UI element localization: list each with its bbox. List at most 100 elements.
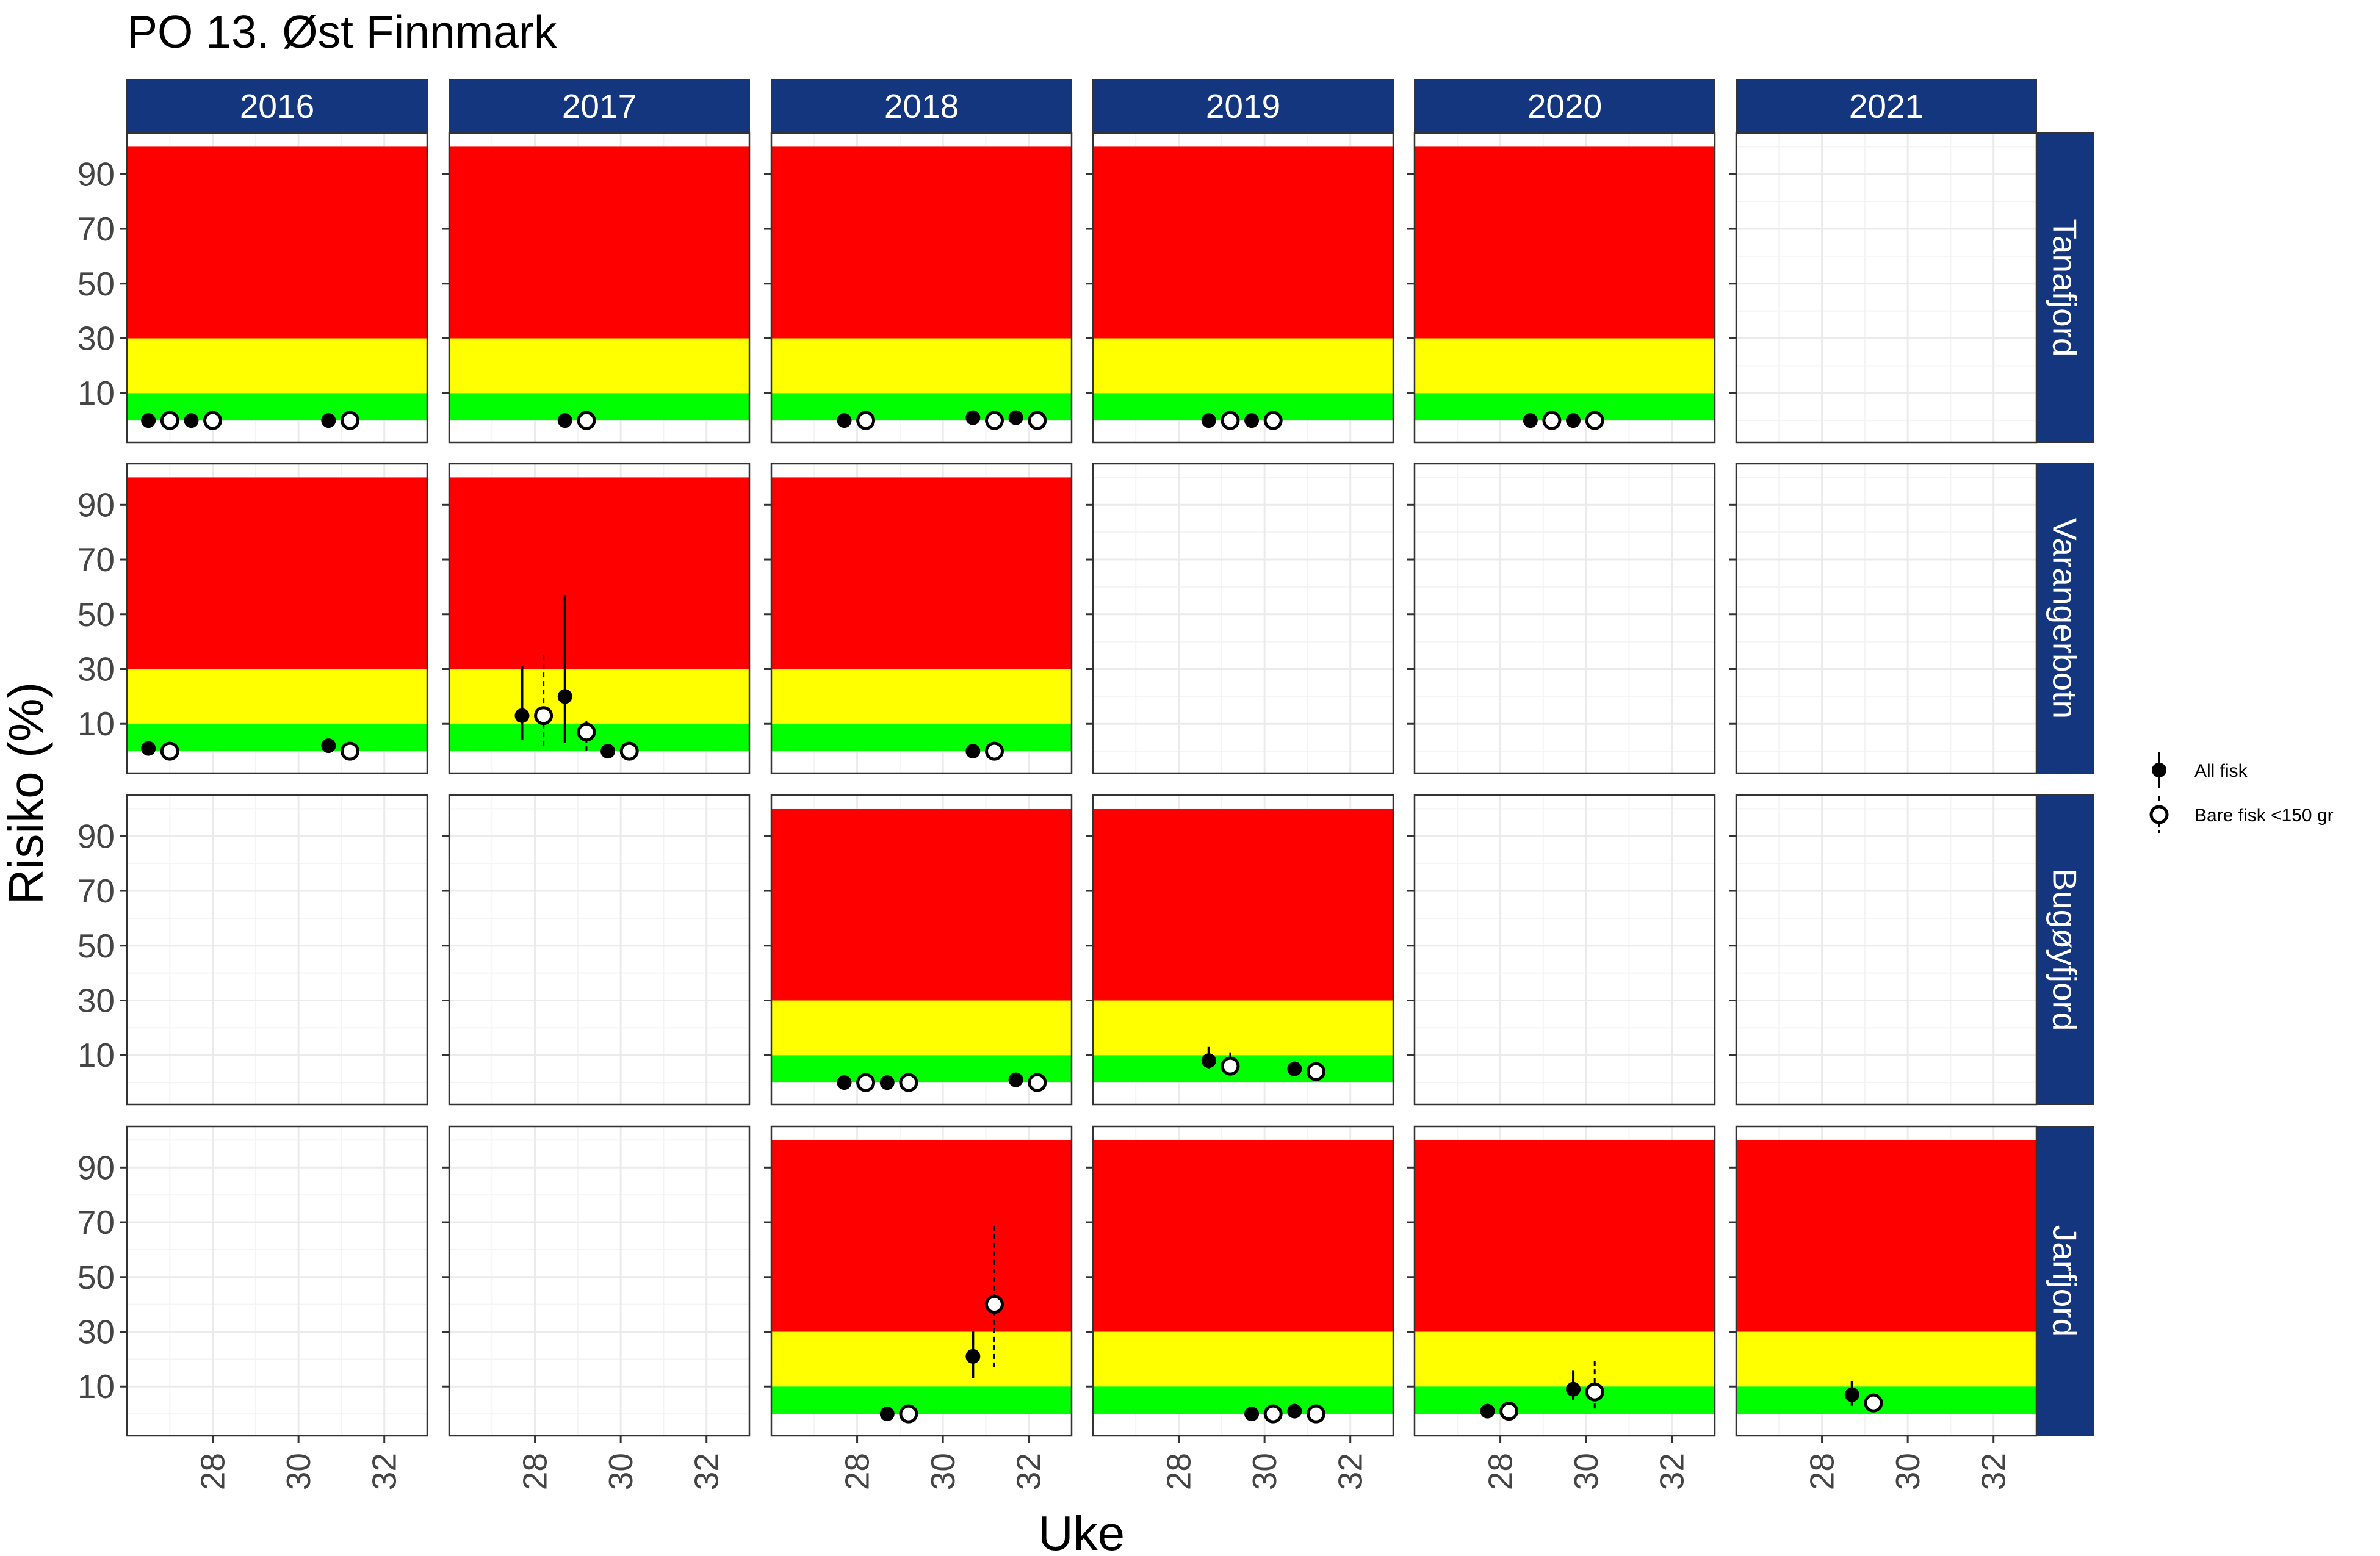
point-all-fisk bbox=[1844, 1387, 1859, 1402]
point-bare-fisk bbox=[1499, 1402, 1519, 1421]
x-tick-label: 30 bbox=[1246, 1453, 1283, 1490]
panel-background bbox=[1415, 464, 1715, 773]
x-tick-label: 30 bbox=[602, 1453, 640, 1490]
point-bare-fisk bbox=[577, 722, 596, 742]
y-tick-label: 90 bbox=[78, 155, 115, 193]
point-all-fisk bbox=[1244, 1407, 1260, 1422]
y-tick-label: 10 bbox=[78, 705, 115, 743]
y-tick-label: 70 bbox=[78, 541, 115, 578]
panel-bugoyfjord-2017 bbox=[442, 794, 751, 1106]
point-all-fisk bbox=[1008, 1072, 1023, 1087]
panel-border bbox=[1413, 132, 1716, 444]
y-tick-label: 30 bbox=[78, 650, 115, 688]
panel-tanafjord-2018 bbox=[764, 132, 1073, 444]
strip-label-2019: 2019 bbox=[1206, 87, 1280, 125]
panel-varangerbotn-2017 bbox=[442, 463, 751, 774]
y-tick-label: 10 bbox=[78, 1036, 115, 1074]
panel-border bbox=[126, 132, 428, 444]
risk-band-green bbox=[1736, 1386, 2036, 1414]
y-tick-label: 10 bbox=[78, 374, 115, 412]
x-tick-label: 32 bbox=[1332, 1453, 1369, 1490]
panel-bugoyfjord-2020 bbox=[1407, 794, 1716, 1106]
risk-band-yellow bbox=[1093, 1331, 1393, 1387]
panel-bugoyfjord-2018 bbox=[764, 794, 1073, 1106]
risk-band-yellow bbox=[771, 338, 1072, 394]
x-tick-label: 32 bbox=[1975, 1453, 2013, 1490]
point-all-fisk bbox=[1201, 1053, 1216, 1068]
risk-band-yellow bbox=[771, 1331, 1072, 1387]
risk-band-green bbox=[771, 1055, 1072, 1083]
panel-varangerbotn-2019 bbox=[1086, 463, 1394, 774]
point-bare-fisk bbox=[160, 411, 179, 430]
point-bare-fisk bbox=[1028, 411, 1047, 430]
strip-2016 bbox=[126, 79, 428, 134]
point-bare-fisk bbox=[984, 411, 1004, 430]
risk-band-red bbox=[127, 477, 427, 669]
strip-label-2017: 2017 bbox=[562, 87, 636, 125]
panel-tanafjord-2020 bbox=[1407, 132, 1716, 444]
panel-bugoyfjord-2021 bbox=[1729, 794, 2038, 1106]
y-tick-label: 90 bbox=[78, 1148, 115, 1186]
panel-jarfjord-2020: 28 30 32 bbox=[1407, 1125, 1716, 1490]
panel-varangerbotn-2021 bbox=[1729, 463, 2038, 774]
legend: All fisk Bare fisk <150 gr bbox=[2149, 752, 2334, 833]
point-bare-fisk bbox=[340, 411, 359, 430]
y-tick-label: 70 bbox=[78, 210, 115, 248]
y-tick-label: 30 bbox=[78, 982, 115, 1020]
panel-tanafjord-2016: 10 30 50 70 90 bbox=[78, 132, 428, 444]
strip-label-2016: 2016 bbox=[240, 87, 314, 125]
panel-background bbox=[1736, 795, 2036, 1104]
point-all-fisk bbox=[1287, 1061, 1302, 1076]
point-all-fisk bbox=[1008, 410, 1023, 425]
y-tick-label: 50 bbox=[78, 596, 115, 633]
panel-varangerbotn-2018 bbox=[764, 463, 1073, 774]
y-tick-label: 70 bbox=[78, 1203, 115, 1241]
strip-tanafjord bbox=[2036, 132, 2094, 443]
x-tick-label: 30 bbox=[279, 1453, 317, 1490]
panel-border bbox=[1413, 463, 1716, 774]
x-tick-label: 28 bbox=[1482, 1453, 1520, 1490]
panel-border bbox=[1092, 132, 1394, 444]
panel-border bbox=[1413, 794, 1716, 1106]
risk-band-yellow bbox=[449, 338, 749, 394]
risk-band-red bbox=[1093, 1140, 1393, 1332]
risk-band-yellow bbox=[1415, 338, 1715, 394]
point-bare-fisk bbox=[203, 411, 223, 430]
point-all-fisk bbox=[1566, 413, 1581, 428]
panel-background bbox=[449, 1126, 749, 1436]
panel-border bbox=[1735, 1125, 2038, 1437]
y-tick-label: 30 bbox=[78, 320, 115, 358]
y-tick-label: 70 bbox=[78, 872, 115, 910]
point-all-fisk bbox=[837, 1075, 852, 1090]
risk-band-red bbox=[771, 1140, 1072, 1332]
risk-band-green bbox=[1415, 393, 1715, 421]
risk-band-red bbox=[771, 477, 1072, 669]
risk-band-red bbox=[771, 146, 1072, 339]
point-bare-fisk bbox=[577, 411, 596, 430]
strip-varangerbotn bbox=[2036, 463, 2094, 774]
point-all-fisk bbox=[1566, 1381, 1581, 1397]
risk-band-yellow bbox=[1093, 338, 1393, 394]
panel-border bbox=[770, 1125, 1073, 1437]
point-all-fisk bbox=[879, 1407, 895, 1422]
panel-border bbox=[1092, 1125, 1394, 1437]
panel-background bbox=[1736, 133, 2036, 442]
risk-band-yellow bbox=[127, 669, 427, 724]
risk-band-red bbox=[1415, 1140, 1715, 1332]
panel-jarfjord-2016: 10 30 50 70 90 28 30 32 bbox=[78, 1125, 428, 1490]
panel-border bbox=[1092, 463, 1394, 774]
chart-title: PO 13. Øst Finnmark bbox=[127, 6, 557, 57]
panel-grid: 2016 2017 2018 2019 2020 2021 Tanafjord Varange… bbox=[78, 79, 2094, 1490]
strip-label-varangerbotn: Varangerbotn bbox=[2046, 518, 2084, 719]
strip-label-2021: 2021 bbox=[1849, 87, 1924, 125]
panel-jarfjord-2021: 28 30 32 bbox=[1729, 1125, 2038, 1490]
point-bare-fisk bbox=[1864, 1393, 1883, 1413]
point-bare-fisk bbox=[619, 741, 639, 761]
panel-varangerbotn-2020 bbox=[1407, 463, 1716, 774]
risk-band-green bbox=[771, 724, 1072, 752]
legend-label-bare-fisk: Bare fisk <150 gr bbox=[2194, 805, 2334, 826]
panel-tanafjord-2021 bbox=[1729, 132, 2038, 444]
point-all-fisk bbox=[879, 1075, 895, 1090]
point-bare-fisk bbox=[1306, 1062, 1325, 1081]
y-tick-label: 10 bbox=[78, 1367, 115, 1405]
